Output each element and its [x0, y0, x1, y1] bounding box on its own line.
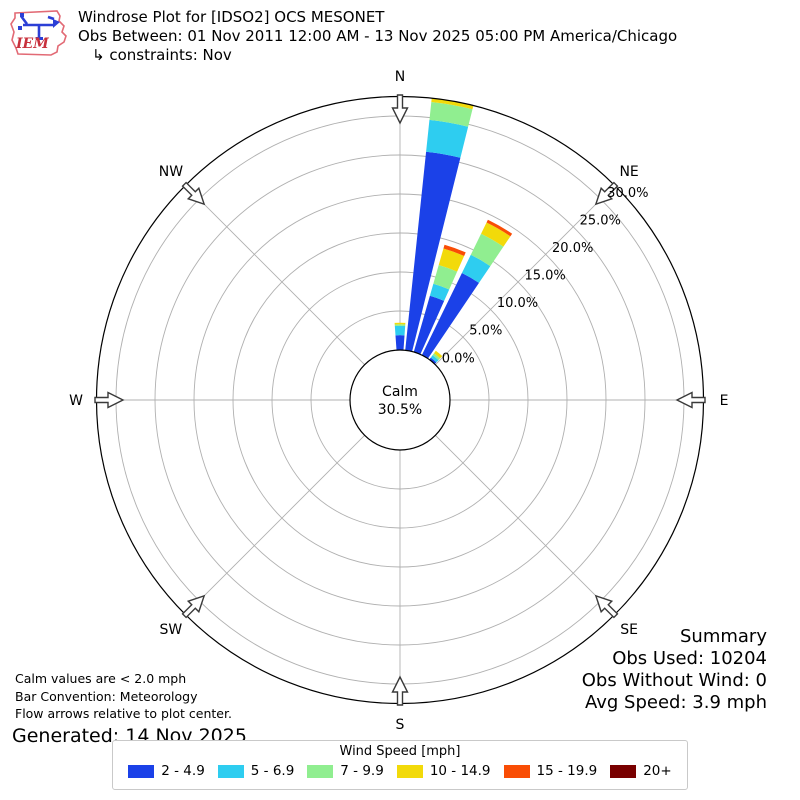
windrose-bar-30deg-bin2 — [470, 233, 504, 267]
grid-spoke-sw — [185, 435, 365, 615]
wind-speed-legend: Wind Speed [mph] 2 - 4.9 5 - 6.9 7 - 9.9 10… — [112, 740, 688, 790]
summary-obs-used: Obs Used: 10204 — [612, 648, 767, 669]
summary-avg-speed: Avg Speed: 3.9 mph — [585, 692, 767, 713]
compass-arrow-nw-icon — [181, 181, 206, 206]
compass-label-w: W — [69, 393, 83, 409]
legend-item-1: 5 - 6.9 — [217, 763, 295, 779]
legend-label: 2 - 4.9 — [161, 763, 205, 779]
windrose-bar-0deg-bin3 — [394, 322, 406, 325]
compass-label-sw: SW — [160, 622, 183, 638]
windrose-bar-0deg-bin2 — [394, 324, 406, 327]
legend-label: 7 - 9.9 — [340, 763, 384, 779]
compass-label-s: S — [396, 717, 405, 733]
compass-arrow-n-icon — [391, 94, 409, 125]
legend-swatch-icon — [610, 764, 637, 778]
radial-tick-label: 5.0% — [469, 324, 502, 339]
calm-label: Calm — [382, 384, 418, 400]
compass-arrow-e-icon — [675, 391, 706, 409]
compass-arrow-se-icon — [594, 594, 619, 619]
compass-arrow-sw-icon — [181, 594, 206, 619]
compass-label-se: SE — [620, 622, 638, 638]
windrose-bar-20deg-bin0 — [413, 295, 445, 355]
legend-swatch-icon — [503, 764, 530, 778]
compass-label-e: E — [720, 393, 729, 409]
windrose-bar-10deg-bin2 — [429, 102, 473, 127]
page-subtitle: Obs Between: 01 Nov 2011 12:00 AM - 13 N… — [78, 27, 678, 45]
iem-logo: IEM — [10, 10, 67, 56]
legend-label: 5 - 6.9 — [250, 763, 295, 779]
windrose-bar-20deg-bin1 — [429, 283, 450, 301]
radial-tick-label: 25.0% — [580, 213, 621, 228]
summary-title: Summary — [680, 626, 767, 647]
legend-swatch-icon — [128, 764, 155, 778]
windrose-bar-10deg-bin0 — [405, 151, 461, 352]
windrose-bar-30deg-bin4 — [486, 219, 513, 237]
grid-spoke-nw — [185, 185, 365, 365]
header: Windrose Plot for [IDSO2] OCS MESONET Ob… — [78, 8, 677, 65]
compass-label-nw: NW — [159, 164, 183, 180]
legend-title: Wind Speed [mph] — [339, 744, 461, 759]
legend-item-5: 20+ — [610, 763, 672, 779]
legend-item-2: 7 - 9.9 — [307, 763, 384, 779]
windrose-bar-20deg-bin3 — [438, 248, 465, 272]
windrose-bar-40deg-bin2 — [432, 353, 441, 361]
note-flow-arrows: Flow arrows relative to plot center. — [15, 706, 232, 721]
calm-value: 30.5% — [378, 402, 422, 418]
windrose-bar-30deg-bin0 — [421, 273, 479, 359]
summary-obs-without-wind: Obs Without Wind: 0 — [581, 670, 767, 691]
legend-swatch-icon — [396, 764, 423, 778]
compass-arrow-s-icon — [391, 675, 409, 706]
iem-logo-text: IEM — [15, 36, 49, 52]
calm-circle — [349, 349, 451, 451]
page-title: Windrose Plot for [IDSO2] OCS MESONET — [78, 8, 385, 26]
grid-spoke-se — [435, 435, 615, 615]
radial-tick-label: 15.0% — [524, 269, 565, 284]
compass-arrow-w-icon — [94, 391, 125, 409]
windrose-bar-10deg-bin1 — [426, 119, 469, 158]
windrose-bar-20deg-bin2 — [433, 264, 458, 290]
legend-item-4: 15 - 19.9 — [503, 763, 598, 779]
windrose-bar-40deg-bin0 — [429, 357, 437, 365]
summary-block: Summary Obs Used: 10204 Obs Without Wind… — [582, 626, 767, 714]
legend-item-0: 2 - 4.9 — [128, 763, 205, 779]
windrose-bar-40deg-bin3 — [433, 350, 443, 359]
legend-label: 15 - 19.9 — [536, 763, 598, 779]
legend-label: 20+ — [643, 763, 672, 779]
note-bar-convention: Bar Convention: Meteorology — [15, 688, 198, 704]
weather-vane-icon-tips — [18, 13, 60, 40]
weather-vane-icon — [19, 15, 55, 38]
windrose-bar-20deg-bin4 — [443, 244, 466, 256]
compass-label-n: N — [395, 69, 405, 85]
legend-items: 2 - 4.9 5 - 6.9 7 - 9.9 10 - 14.9 15 - 19.9 2… — [113, 763, 687, 779]
legend-item-3: 10 - 14.9 — [396, 763, 491, 779]
compass-label-ne: NE — [619, 164, 638, 180]
windrose-bar-0deg-bin0 — [395, 335, 405, 351]
note-calm: Calm values are < 2.0 mph — [15, 671, 187, 686]
windrose-bar-40deg-bin1 — [430, 355, 439, 363]
grid-spoke-ne — [435, 185, 615, 365]
legend-swatch-icon — [217, 764, 244, 778]
plot-notes: Calm values are < 2.0 mph Bar Convention… — [12, 670, 247, 748]
radial-tick-label: 10.0% — [497, 296, 538, 311]
windrose-bar-10deg-bin3 — [431, 98, 474, 110]
legend-label: 10 - 14.9 — [429, 763, 491, 779]
windrose-bar-30deg-bin1 — [461, 254, 491, 283]
legend-swatch-icon — [307, 764, 334, 778]
compass-arrow-ne-icon — [594, 181, 619, 206]
windrose-bar-30deg-bin3 — [481, 222, 511, 247]
radial-tick-label: 0.0% — [442, 351, 475, 366]
windrose-bar-0deg-bin1 — [394, 325, 406, 336]
radial-tick-label: 20.0% — [552, 241, 593, 256]
constraints-line: ↳ constraints: Nov — [92, 46, 232, 64]
radial-tick-label: 30.0% — [607, 186, 648, 201]
